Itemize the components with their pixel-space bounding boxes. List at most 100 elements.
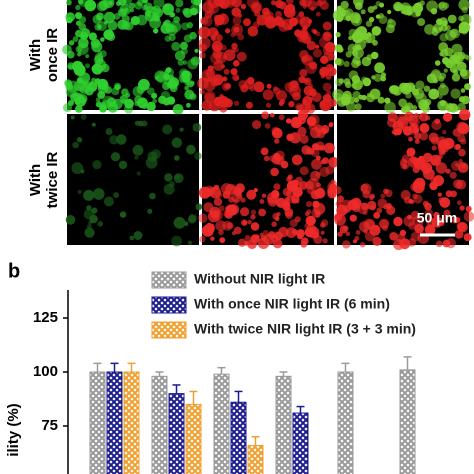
bar xyxy=(89,371,106,474)
cell xyxy=(91,122,96,127)
cell xyxy=(320,124,330,134)
cell xyxy=(179,41,188,50)
cell xyxy=(100,37,105,42)
cell xyxy=(221,44,227,51)
cell xyxy=(411,85,416,90)
cell xyxy=(103,196,114,207)
cell xyxy=(371,26,382,36)
cell xyxy=(419,123,430,133)
cell xyxy=(299,166,309,176)
cell xyxy=(173,216,186,229)
cell xyxy=(192,123,202,132)
cell xyxy=(376,207,383,214)
cell xyxy=(289,17,298,27)
cell xyxy=(178,74,188,83)
cell xyxy=(95,97,101,103)
cell xyxy=(240,197,246,203)
cell xyxy=(262,89,274,101)
cell xyxy=(443,112,453,122)
cell xyxy=(353,0,364,7)
cell xyxy=(271,0,277,6)
cell xyxy=(249,86,255,92)
cell xyxy=(218,205,225,212)
cell xyxy=(265,15,274,24)
cell xyxy=(222,220,233,231)
cell xyxy=(285,227,297,239)
cell xyxy=(456,179,467,190)
cell xyxy=(461,163,467,169)
legend-label: With once NIR light IR (6 min) xyxy=(194,296,390,312)
cell xyxy=(213,44,222,53)
cell xyxy=(435,162,448,174)
y-axis-label: ility (%) xyxy=(5,403,22,456)
cell xyxy=(319,1,329,10)
cell xyxy=(66,0,72,6)
cell xyxy=(65,215,76,225)
cell xyxy=(194,152,202,160)
cell xyxy=(216,34,224,42)
cell xyxy=(452,128,462,137)
cell xyxy=(319,145,326,151)
cell xyxy=(109,135,119,145)
cell xyxy=(118,8,127,17)
cell xyxy=(348,70,359,80)
cell xyxy=(369,224,381,236)
cell xyxy=(186,144,196,155)
cell xyxy=(261,193,267,198)
cell xyxy=(394,128,402,136)
cell xyxy=(378,15,388,24)
cell xyxy=(417,114,423,120)
cell xyxy=(88,220,93,225)
cell xyxy=(366,54,373,61)
cell xyxy=(97,221,104,227)
cell xyxy=(424,24,435,35)
cell xyxy=(302,26,307,32)
cell xyxy=(313,234,323,244)
cell xyxy=(276,212,281,217)
cell xyxy=(245,101,253,109)
cell xyxy=(461,6,468,14)
cell xyxy=(297,115,307,125)
cell xyxy=(218,229,224,236)
cell xyxy=(435,240,443,248)
cell xyxy=(164,35,171,42)
cell xyxy=(457,200,462,205)
row-label: With xyxy=(27,164,44,196)
cell xyxy=(273,183,281,191)
cell xyxy=(129,235,135,241)
cell xyxy=(305,62,317,74)
cell xyxy=(104,20,108,25)
legend-swatch xyxy=(151,296,187,314)
cell xyxy=(336,58,345,67)
cell xyxy=(201,69,214,82)
cell xyxy=(264,123,271,129)
cell xyxy=(194,48,199,53)
cell xyxy=(119,211,127,218)
legend-label: With twice NIR light IR (3 + 3 min) xyxy=(194,321,416,337)
cell xyxy=(78,37,89,49)
cell xyxy=(334,213,346,226)
bar xyxy=(292,412,309,474)
cell xyxy=(387,19,396,29)
cell xyxy=(440,24,448,32)
cell xyxy=(428,88,440,100)
cell xyxy=(218,0,230,9)
cell xyxy=(76,137,83,143)
cell xyxy=(437,192,442,197)
cell xyxy=(312,143,319,151)
cell xyxy=(273,87,281,95)
cell xyxy=(274,216,280,222)
cell xyxy=(94,59,107,72)
cell xyxy=(403,196,411,204)
cell xyxy=(278,114,285,121)
cell xyxy=(425,115,431,121)
cell xyxy=(324,142,335,154)
cell xyxy=(311,208,321,218)
cell xyxy=(170,12,176,18)
cell xyxy=(437,84,449,96)
cell xyxy=(439,51,444,57)
cell xyxy=(314,124,323,133)
cell xyxy=(349,214,357,222)
cell xyxy=(198,26,211,39)
cell xyxy=(326,90,332,96)
